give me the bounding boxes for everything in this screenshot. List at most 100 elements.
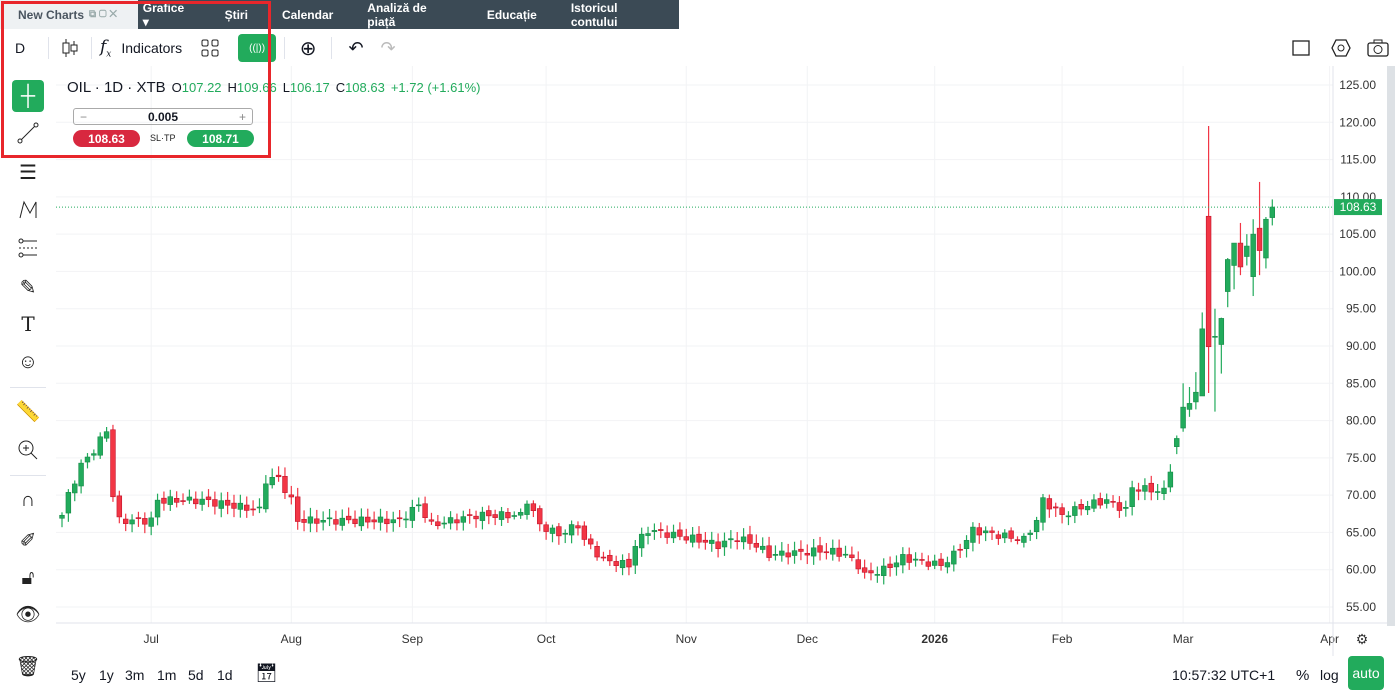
eye-icon[interactable]: 👁︎ <box>15 603 41 626</box>
trade-toggle-button[interactable]: ((|)) <box>238 34 277 62</box>
range-5y[interactable]: 5y <box>71 667 86 683</box>
nav-calendar[interactable]: Calendar <box>281 7 334 22</box>
bottom-bar: 5y 1y 3m 1m 5d 1d 📅︎ 10:57:32 UTC+1 % lo… <box>0 655 1395 695</box>
close-value: 108.63 <box>345 80 385 95</box>
layouts-icon[interactable] <box>182 34 238 62</box>
calendar-icon[interactable]: 📅︎ <box>255 663 278 683</box>
fib-icon[interactable] <box>12 232 44 264</box>
fullscreen-icon[interactable] <box>1281 34 1321 62</box>
magnet-icon[interactable]: ∩ <box>20 488 36 511</box>
nav-educatie[interactable]: Educație <box>486 7 537 22</box>
crosshair-icon[interactable]: ┼ <box>12 80 44 112</box>
candle-body <box>581 525 588 540</box>
popout-icon[interactable]: ⧉ ▢ ✕ <box>89 9 117 20</box>
nav-analiza[interactable]: Analiză de piață <box>367 0 427 29</box>
candles-icon[interactable] <box>57 34 83 62</box>
candle-body <box>339 517 345 526</box>
candle-body <box>1161 487 1167 494</box>
candle-body <box>721 540 728 548</box>
x-tick-label: Aug <box>281 632 302 646</box>
range-1d[interactable]: 1d <box>217 667 233 683</box>
candle-body <box>263 483 269 510</box>
candle-body <box>874 574 881 576</box>
pattern-icon[interactable] <box>12 194 44 226</box>
percent-toggle[interactable]: % <box>1296 667 1310 684</box>
candle-body <box>568 524 575 536</box>
scrollbar[interactable] <box>1387 66 1395 626</box>
candle-body <box>702 539 709 543</box>
trash-icon[interactable]: 🗑︎ <box>15 655 41 678</box>
candle-body <box>931 560 938 566</box>
y-tick-label: 60.00 <box>1346 563 1376 577</box>
range-5d[interactable]: 5d <box>188 667 204 683</box>
price-chart[interactable]: 125.00120.00115.00110.00105.00100.0095.0… <box>56 66 1387 656</box>
candle-body <box>1097 498 1104 506</box>
candle-body <box>842 553 849 556</box>
candle-body <box>766 545 772 558</box>
ruler-icon[interactable]: 📏 <box>15 400 41 423</box>
candle-body <box>957 548 963 551</box>
candle-body <box>237 502 244 510</box>
candle-body <box>422 503 428 518</box>
undo-icon[interactable]: ↶ <box>348 37 364 58</box>
trend-line-icon[interactable] <box>12 117 44 149</box>
range-1m[interactable]: 1m <box>157 667 177 683</box>
auto-scale-button[interactable]: auto <box>1348 656 1384 690</box>
text-icon[interactable]: T <box>21 312 35 336</box>
increase-button[interactable]: + <box>238 109 246 124</box>
lock-drawings-icon[interactable]: ✐ <box>19 529 37 552</box>
candle-body <box>403 518 409 521</box>
y-tick-label: 95.00 <box>1346 302 1376 316</box>
candle-body <box>1027 532 1033 535</box>
candle-body <box>549 527 556 534</box>
candle-body <box>135 517 142 519</box>
x-tick-label: Apr <box>1320 632 1339 646</box>
buy-button[interactable]: 108.71 <box>187 130 254 147</box>
nav-grafice[interactable]: Grafice ▾ <box>142 0 185 29</box>
symbol-legend: OIL · 1D · XTB O107.22 H109.66 L106.17 C… <box>67 79 481 96</box>
x-tick-label: 2026 <box>921 632 948 646</box>
redo-icon[interactable]: ↷ <box>380 37 396 58</box>
candle-body <box>224 499 231 506</box>
nav-stiri[interactable]: Știri <box>224 7 248 22</box>
settings-icon[interactable] <box>1321 34 1361 62</box>
sell-button[interactable]: 108.63 <box>73 130 140 147</box>
clock-time[interactable]: 10:57:32 UTC+1 <box>1172 667 1276 683</box>
sl-tp-button[interactable]: SL·TP <box>150 133 176 143</box>
candle-body <box>1123 507 1129 509</box>
candle-body <box>556 526 562 537</box>
emoji-icon[interactable]: ☺ <box>17 350 39 373</box>
interval-button[interactable]: D <box>14 40 26 56</box>
zoom-in-icon[interactable] <box>12 434 44 466</box>
x-tick-label: Dec <box>797 632 818 646</box>
candle-body <box>588 538 594 545</box>
horizontal-lines-icon[interactable]: ☰ <box>19 161 37 184</box>
range-3m[interactable]: 3m <box>125 667 145 683</box>
range-1y[interactable]: 1y <box>99 667 114 683</box>
nav-istoric[interactable]: Istoricul contului <box>570 0 618 29</box>
y-tick-label: 55.00 <box>1346 600 1376 614</box>
candle-body <box>358 516 365 527</box>
tab-new-charts[interactable]: New Charts ⧉ ▢ ✕ <box>0 0 138 29</box>
decrease-button[interactable]: − <box>80 109 88 124</box>
unlock-icon[interactable]: 🔓︎ <box>21 566 35 589</box>
brush-icon[interactable]: ✎ <box>19 276 37 299</box>
candle-body <box>855 559 861 570</box>
add-icon[interactable]: ⊕ <box>299 37 317 60</box>
candle-body <box>1078 504 1084 510</box>
log-toggle[interactable]: log <box>1320 667 1339 683</box>
candle-body <box>868 570 874 574</box>
camera-icon[interactable] <box>1361 34 1395 62</box>
candle-body <box>1263 218 1269 259</box>
candle-body <box>301 519 307 523</box>
candle-body <box>683 536 689 541</box>
candle-body <box>1225 259 1231 292</box>
indicators-button[interactable]: fx Indicators <box>100 36 183 60</box>
candle-body <box>218 500 224 509</box>
candle-body <box>307 516 314 524</box>
x-tick-label: Feb <box>1052 632 1073 646</box>
candle-body <box>288 494 295 498</box>
quantity-stepper[interactable]: − 0.005 + <box>73 108 253 125</box>
candle-body <box>269 477 275 486</box>
candle-body <box>982 530 989 534</box>
